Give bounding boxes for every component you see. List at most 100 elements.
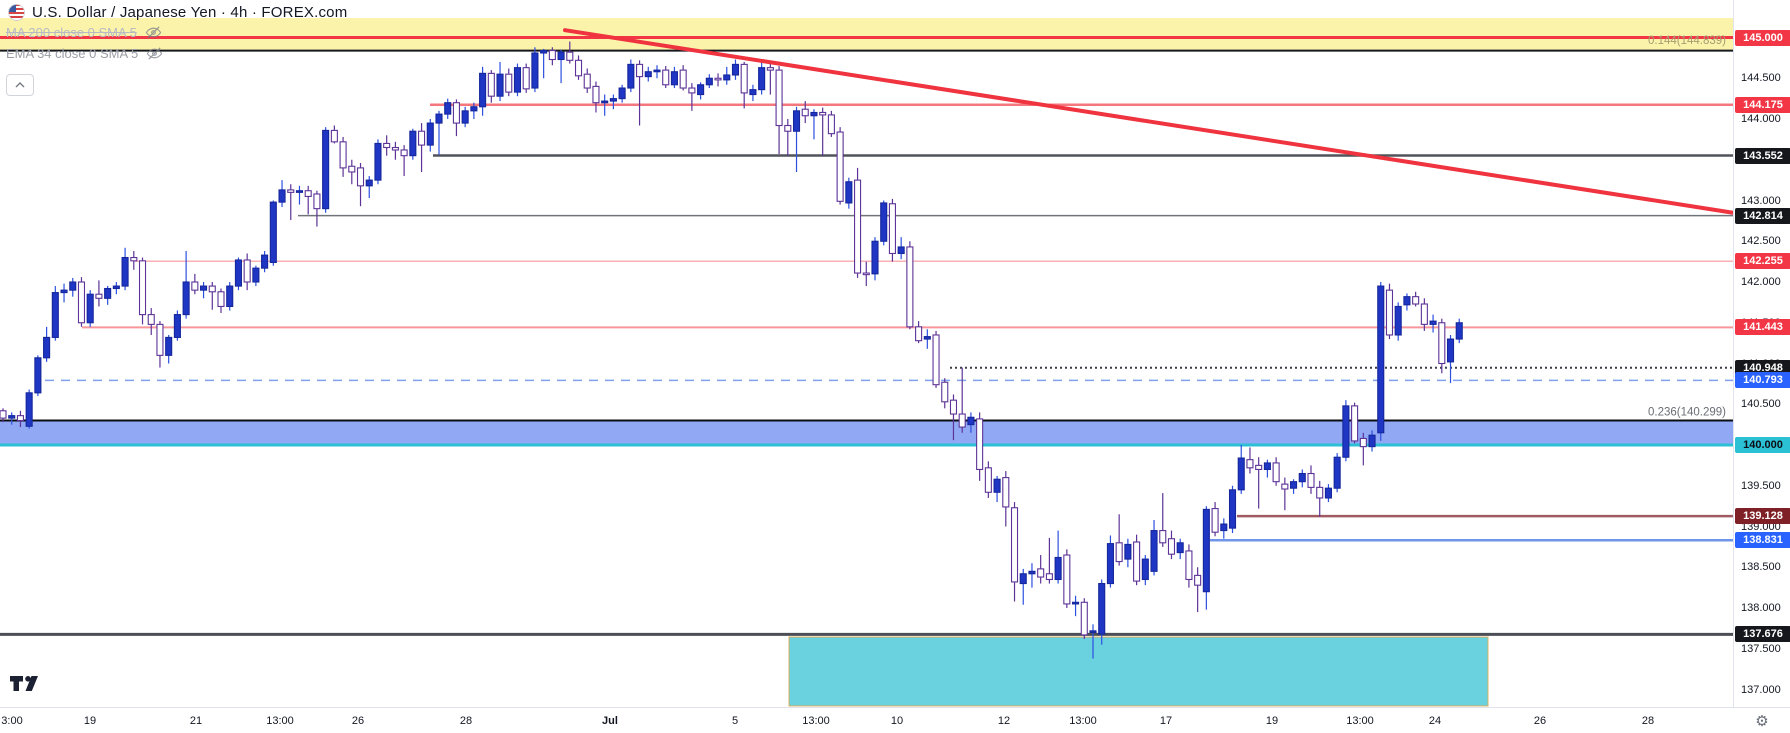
eye-off-icon[interactable] (145, 24, 162, 41)
candle-body (1403, 296, 1411, 306)
candle-body (208, 285, 216, 293)
candle-body (1159, 530, 1167, 544)
candle-body (775, 69, 783, 127)
candle-body (766, 67, 774, 71)
candle-body (1063, 554, 1071, 605)
indicator-ema34[interactable]: EMA 34 close 0 SMA 5 (6, 45, 163, 62)
candle-body (1115, 542, 1123, 563)
candle-body (1010, 507, 1019, 583)
eye-off-icon[interactable] (146, 45, 163, 62)
price-badge-level-142.814[interactable]: 142.814 (1735, 207, 1790, 224)
candle-body (182, 281, 190, 316)
candle-body (1211, 508, 1219, 533)
time-axis[interactable]: 3:00 19 21 13:00 26 28 Jul 5 13:00 10 12 13:00 17 19 1… (0, 707, 1790, 733)
candle-body (295, 190, 304, 193)
candle-body (801, 108, 809, 117)
price-tick: 144.000 (1741, 113, 1781, 125)
candle-body (1263, 462, 1271, 470)
candle-body (1351, 405, 1359, 442)
time-tick: 21 (189, 715, 203, 727)
candle-body (409, 130, 417, 157)
candle-body (261, 254, 269, 269)
price-badge-level-144.175[interactable]: 144.175 (1735, 96, 1790, 113)
price-tick: 142.000 (1741, 276, 1781, 288)
candle-body (662, 69, 670, 86)
candle-body (1228, 489, 1237, 529)
candle-body (1194, 574, 1202, 586)
candle-body (1438, 322, 1446, 365)
price-badge-level-137.676[interactable]: 137.676 (1735, 626, 1790, 643)
symbol-title[interactable]: U.S. Dollar / Japanese Yen · 4h · FOREX.… (32, 4, 348, 21)
candle-body (200, 285, 208, 291)
candle-body (531, 52, 539, 89)
candle-body (356, 167, 365, 187)
candle-body (1324, 487, 1332, 499)
demand-box[interactable] (788, 636, 1489, 707)
candle-body (400, 149, 408, 157)
candle-body (1045, 573, 1053, 581)
time-tick: 13:00 (1069, 715, 1097, 727)
tradingview-logo[interactable] (10, 676, 40, 695)
settings-gear-icon[interactable]: ⚙ (1755, 713, 1769, 730)
price-axis[interactable]: 144.500144.000143.000142.500142.000141.5… (1733, 0, 1790, 707)
candle-body (609, 98, 617, 102)
time-tick: 19 (83, 715, 97, 727)
candle-body (670, 71, 678, 86)
candle-body (435, 113, 443, 124)
candle-body (1185, 550, 1193, 581)
candle-body (522, 67, 530, 90)
fib-zone-upper[interactable] (0, 18, 1733, 51)
candle-body (1385, 289, 1394, 336)
price-badge-level-140.000[interactable]: 140.000 (1735, 437, 1790, 453)
price-badge-level-145.000[interactable]: 145.000 (1735, 29, 1790, 46)
support-zone-140.3[interactable] (0, 420, 1733, 445)
candle-body (888, 203, 896, 255)
price-badge-level-141.443[interactable]: 141.443 (1735, 319, 1790, 336)
candle-body (1342, 405, 1350, 458)
price-badge-current-price-140.948[interactable]: 140.948 (1735, 359, 1790, 376)
candle-body (845, 181, 853, 204)
candle-body (60, 289, 68, 294)
indicator-ma200-label: MA 200 close 0 SMA 5 (6, 25, 137, 40)
price-badge-level-138.831[interactable]: 138.831 (1735, 532, 1790, 549)
candle-body (574, 59, 583, 77)
price-tick: 143.000 (1741, 194, 1781, 207)
candle-body (165, 336, 173, 356)
indicator-ma200[interactable]: MA 200 close 0 SMA 5 (6, 24, 162, 41)
candle-body (906, 246, 914, 328)
candle-body (618, 87, 626, 100)
candle-body (758, 67, 766, 91)
candle-body (1368, 434, 1376, 448)
collapse-indicators-button[interactable] (6, 74, 34, 96)
candle-body (1176, 542, 1184, 554)
candle-body (1359, 437, 1367, 448)
price-badge-level-140.793[interactable]: 140.793 (1735, 372, 1790, 389)
time-tick: 13:00 (266, 715, 294, 727)
price-badge-level-143.552[interactable]: 143.552 (1735, 147, 1790, 164)
candle-body (86, 293, 94, 324)
candle-body (810, 111, 818, 117)
candle-body (252, 267, 260, 283)
candle-body (1281, 483, 1289, 490)
candle-body (784, 124, 792, 132)
candle-body (1220, 523, 1228, 532)
candle-body (34, 357, 42, 394)
chart-header: U.S. Dollar / Japanese Yen · 4h · FOREX.… (8, 4, 347, 21)
candle-body (967, 416, 975, 426)
price-badge-level-142.255[interactable]: 142.255 (1735, 253, 1790, 270)
candle-body (1167, 538, 1176, 555)
candle-body (1446, 338, 1455, 363)
price-badge-level-139.128[interactable]: 139.128 (1735, 508, 1790, 525)
time-tick: 12 (997, 715, 1011, 727)
candle-body (958, 413, 966, 428)
candle-body (1394, 305, 1402, 336)
candle-body (1028, 570, 1036, 575)
candle-body (444, 102, 452, 115)
candle-body (636, 63, 644, 78)
descending-trendline[interactable] (563, 28, 1735, 215)
time-tick: 17 (1159, 715, 1173, 727)
candle-body (313, 193, 321, 210)
candle-body (487, 72, 495, 97)
candle-body (173, 314, 181, 338)
